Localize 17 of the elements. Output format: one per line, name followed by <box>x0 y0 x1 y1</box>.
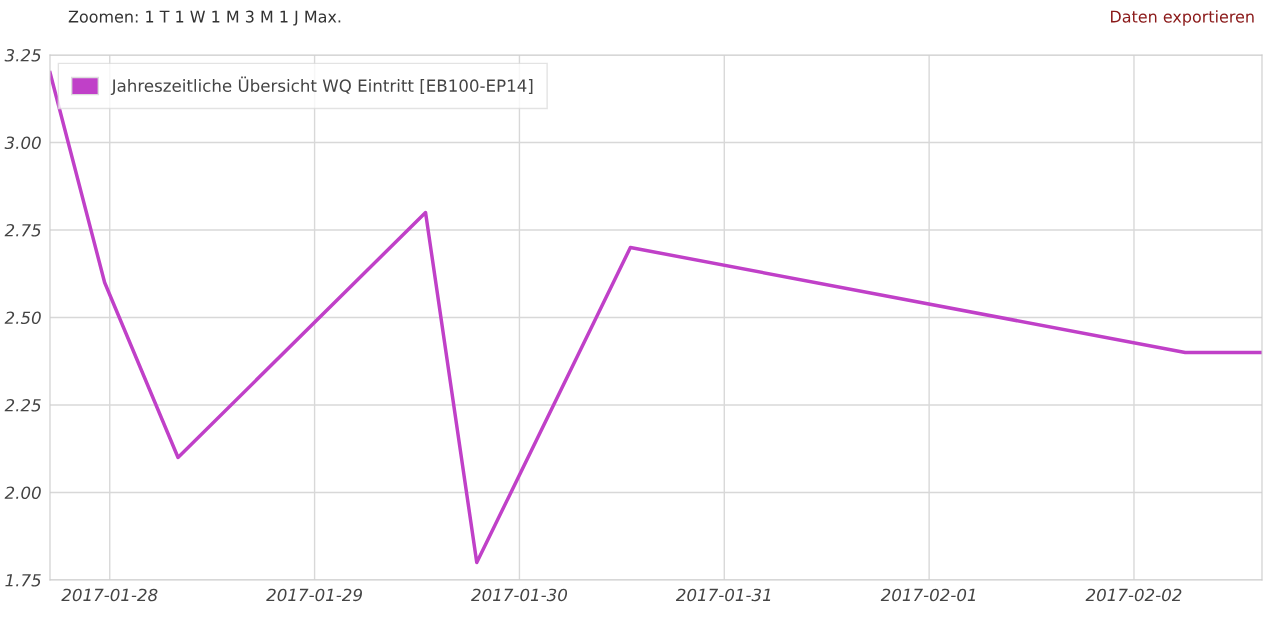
y-tick-label: 2.50 <box>4 311 41 325</box>
y-tick-label: 1.75 <box>5 574 41 587</box>
x-tick-label: 2017-01-29 <box>266 588 362 602</box>
y-tick-label: 3.00 <box>4 136 41 150</box>
y-tick-label: 2.25 <box>4 398 41 412</box>
text: Daten exportieren <box>1111 10 1254 26</box>
y-tick-label: 3.25 <box>4 48 41 62</box>
x-tick-label: 2017-01-31 <box>675 588 771 602</box>
text: Zoomen: 1 T 1 W 1 M 3 M 1 J Max. <box>68 10 341 26</box>
x-tick-label: 2017-01-30 <box>471 588 568 602</box>
line-series <box>50 70 1262 565</box>
y-tick-label: 2.75 <box>4 223 41 237</box>
y-tick-label: 2.00 <box>4 486 41 500</box>
legend-label: Jahreszeitliche Übersicht WQ Eintritt [EB100-EP14] <box>110 76 533 96</box>
x-tick-label: 2017-02-02 <box>1085 588 1182 602</box>
x-tick-label: 2017-02-01 <box>880 588 976 602</box>
x-tick-label: 2017-01-28 <box>61 588 158 602</box>
